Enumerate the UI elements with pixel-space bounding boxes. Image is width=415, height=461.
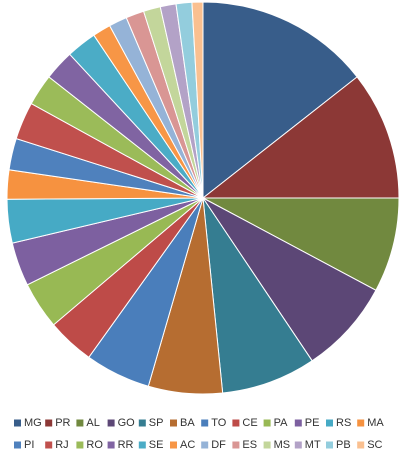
legend-swatch: [263, 419, 271, 427]
legend-label: CE: [242, 417, 257, 429]
pie-slice: [202, 1, 358, 200]
legend-swatch: [45, 441, 53, 449]
legend-swatch: [138, 419, 146, 427]
legend-label: PA: [274, 417, 289, 429]
legend-swatch: [232, 441, 240, 449]
legend-label: GO: [118, 417, 136, 429]
legend-swatch: [14, 441, 21, 449]
legend-swatch: [138, 441, 146, 449]
legend-swatch: [170, 441, 177, 449]
pie-slice: [202, 197, 313, 394]
legend-swatch: [326, 441, 333, 449]
legend-label: MA: [367, 417, 384, 429]
legend-swatch: [107, 419, 115, 427]
legend-label: PE: [305, 417, 320, 429]
legend-label: AC: [180, 439, 195, 451]
legend-label: MG: [24, 417, 42, 429]
legend-swatch: [201, 441, 209, 449]
legend-swatch: [326, 419, 333, 427]
legend-label: MS: [274, 439, 291, 451]
legend-swatch: [263, 441, 271, 449]
legend-swatch: [232, 419, 240, 427]
legend-label: RS: [336, 417, 351, 429]
legend-label: PR: [55, 417, 70, 429]
legend-swatch: [76, 419, 84, 427]
legend-label: BA: [180, 417, 195, 429]
legend-swatch: [357, 441, 365, 449]
pie-slice: [202, 197, 400, 291]
legend-label: AL: [86, 417, 99, 429]
legend-label: PI: [24, 439, 34, 451]
legend-label: PB: [336, 439, 351, 451]
legend-label: ES: [242, 439, 257, 451]
legend-swatch: [170, 419, 177, 427]
legend-label: TO: [211, 417, 227, 429]
legend-label: SE: [149, 439, 164, 451]
pie-slice: [191, 1, 204, 199]
pie-slice: [201, 76, 400, 199]
legend-label: SC: [367, 439, 382, 451]
legend-swatch: [107, 441, 115, 449]
legend-swatch: [201, 419, 209, 427]
pie-slice: [202, 197, 377, 362]
legend-label: RO: [86, 439, 103, 451]
legend-label: SP: [149, 417, 164, 429]
legend-label: MT: [305, 439, 321, 451]
legend-label: DF: [211, 439, 226, 451]
legend-swatch: [294, 419, 302, 427]
legend-label: RJ: [55, 439, 68, 451]
legend-label: RR: [118, 439, 134, 451]
legend-swatch: [294, 441, 302, 449]
legend-swatch: [45, 419, 53, 427]
legend-swatch: [14, 419, 21, 427]
legend-swatch: [357, 419, 365, 427]
legend-swatch: [76, 441, 84, 449]
